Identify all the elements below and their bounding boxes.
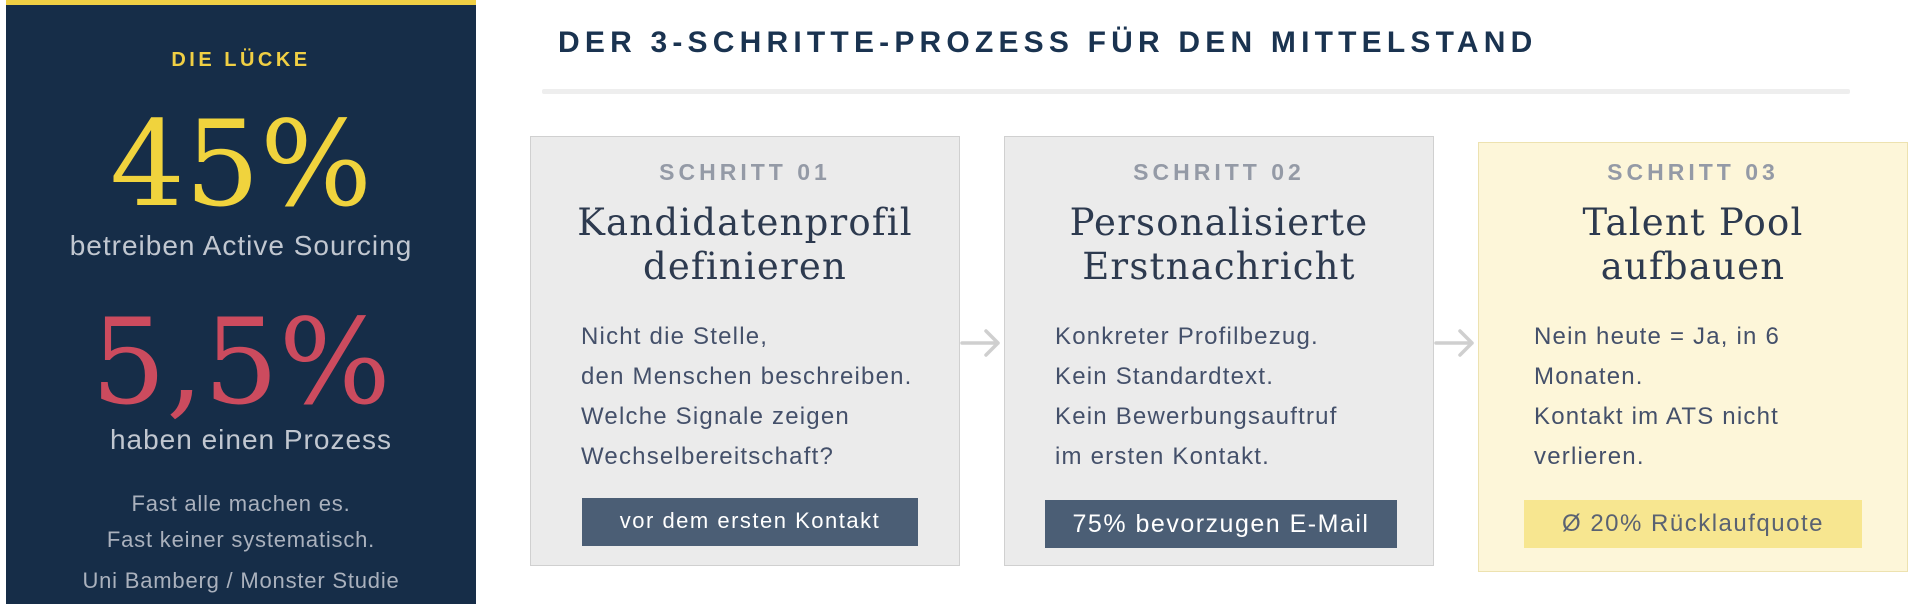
gap-panel: DIE LÜCKE 45% betreiben Active Sourcing … bbox=[6, 0, 476, 604]
process-title: DER 3-SCHRITTE-PROZESS FÜR DEN MITTELSTA… bbox=[558, 26, 1538, 59]
step-card-01: SCHRITT 01 Kandidatenprofil definieren N… bbox=[530, 136, 960, 566]
step-body-line: den Menschen beschreiben. bbox=[581, 363, 913, 390]
step-heading-line: Erstnachricht bbox=[1082, 245, 1356, 288]
step-tag: Ø 20% Rücklaufquote bbox=[1524, 500, 1862, 548]
stat-process: 5,5% bbox=[91, 293, 391, 431]
step-label: SCHRITT 01 bbox=[659, 159, 831, 185]
step-body: Nein heute = Ja, in 6 Monaten. Kontakt i… bbox=[1534, 317, 1780, 477]
gap-note-line1: Fast alle machen es. bbox=[131, 491, 351, 516]
step-card-03: SCHRITT 03 Talent Pool aufbauen Nein heu… bbox=[1478, 142, 1908, 572]
step-body-line: Welche Signale zeigen bbox=[581, 403, 850, 430]
arrow-right-icon bbox=[1434, 329, 1474, 357]
step-heading-line: Personalisierte bbox=[1069, 201, 1369, 244]
step-label: SCHRITT 02 bbox=[1133, 159, 1305, 185]
stat-process-label: haben einen Prozess bbox=[109, 424, 393, 455]
step-body-line: Konkreter Profilbezug. bbox=[1055, 323, 1319, 350]
step-heading: Talent Pool aufbauen bbox=[1489, 201, 1897, 289]
step-heading-line: Talent Pool bbox=[1582, 201, 1804, 244]
step-body-line: Kontakt im ATS nicht bbox=[1534, 403, 1779, 430]
arrow-right-icon bbox=[960, 329, 1000, 357]
step-body-line: Monaten. bbox=[1534, 363, 1644, 390]
step-heading: Personalisierte Erstnachricht bbox=[1015, 201, 1423, 289]
gap-kicker: DIE LÜCKE bbox=[171, 49, 311, 71]
step-tag: vor dem ersten Kontakt bbox=[582, 498, 918, 546]
step-card-02: SCHRITT 02 Personalisierte Erstnachricht… bbox=[1004, 136, 1434, 566]
step-body: Nicht die Stelle, den Menschen beschreib… bbox=[581, 317, 913, 477]
title-divider bbox=[542, 89, 1850, 94]
step-heading-line: aufbauen bbox=[1600, 245, 1786, 288]
step-body-line: Kein Bewerbungsauftruf bbox=[1055, 403, 1338, 430]
step-heading-line: definieren bbox=[642, 245, 848, 288]
step-heading-line: Kandidatenprofil bbox=[577, 201, 913, 244]
step-body-line: im ersten Kontakt. bbox=[1055, 443, 1271, 470]
step-label: SCHRITT 03 bbox=[1607, 159, 1779, 185]
step-body-line: Nicht die Stelle, bbox=[581, 323, 769, 350]
gap-note-line2: Fast keiner systematisch. bbox=[106, 527, 376, 552]
step-heading: Kandidatenprofil definieren bbox=[541, 201, 949, 289]
gap-source: Uni Bamberg / Monster Studie bbox=[82, 568, 400, 593]
stat-active-sourcing-label: betreiben Active Sourcing bbox=[69, 230, 413, 261]
step-body-line: verlieren. bbox=[1534, 443, 1645, 470]
step-tag: 75% bevorzugen E-Mail bbox=[1045, 500, 1397, 548]
step-body-line: Nein heute = Ja, in 6 bbox=[1534, 323, 1781, 350]
step-body-line: Wechselbereitschaft? bbox=[581, 443, 835, 470]
stat-active-sourcing: 45% bbox=[109, 95, 373, 233]
step-body: Konkreter Profilbezug. Kein Standardtext… bbox=[1055, 317, 1338, 477]
step-body-line: Kein Standardtext. bbox=[1055, 363, 1275, 390]
